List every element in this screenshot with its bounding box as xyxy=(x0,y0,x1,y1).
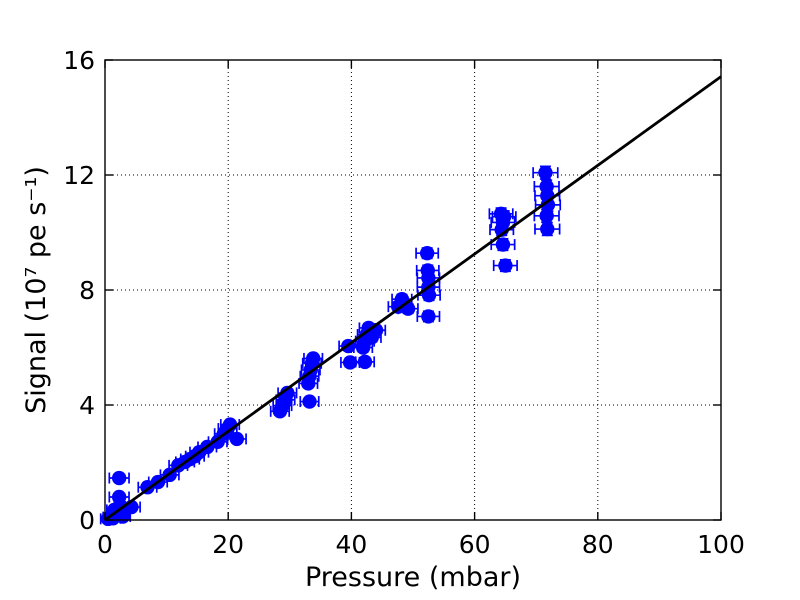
data-marker xyxy=(540,197,556,213)
data-marker xyxy=(306,351,321,366)
data-marker xyxy=(400,301,416,316)
data-point xyxy=(226,431,247,447)
data-point xyxy=(533,208,560,224)
data-point xyxy=(492,258,518,273)
fit-line xyxy=(104,75,722,522)
data-point xyxy=(299,394,320,409)
data-point xyxy=(354,354,376,370)
data-marker xyxy=(280,385,295,401)
data-point xyxy=(108,489,130,505)
data-marker xyxy=(421,309,436,324)
x-tick-label: 60 xyxy=(459,530,491,559)
y-tick-label: 8 xyxy=(79,276,95,305)
data-marker xyxy=(495,237,511,252)
data-point xyxy=(219,417,241,432)
data-point xyxy=(490,237,516,252)
grid-layer xyxy=(105,60,721,520)
y-tick-label: 4 xyxy=(79,391,95,420)
data-marker xyxy=(539,208,554,224)
data-point xyxy=(415,246,440,261)
y-tick-label: 12 xyxy=(63,161,95,190)
data-point xyxy=(532,165,559,180)
x-tick-label: 0 xyxy=(97,530,113,559)
data-point xyxy=(391,292,413,307)
fit-line-layer xyxy=(104,75,722,522)
x-tick-label: 100 xyxy=(697,530,745,559)
y-tick-label: 16 xyxy=(63,46,95,75)
data-marker xyxy=(111,489,127,505)
data-marker xyxy=(357,354,373,370)
y-axis-label: Signal (10⁷ pe s⁻¹) xyxy=(21,166,52,414)
data-marker xyxy=(538,165,553,180)
data-marker xyxy=(421,287,437,303)
data-point xyxy=(416,309,441,324)
data-point xyxy=(277,385,298,401)
data-point xyxy=(417,287,441,303)
data-marker xyxy=(342,355,358,370)
x-tick-label: 80 xyxy=(582,530,614,559)
x-tick-label: 20 xyxy=(212,530,244,559)
data-point xyxy=(108,470,130,486)
tick-label-layer: 0 20 40 60 80 100 0 4 8 12 16 xyxy=(63,46,745,559)
data-marker xyxy=(302,394,317,409)
y-tick-label: 0 xyxy=(79,506,95,535)
data-marker xyxy=(229,431,245,447)
axes-frame-layer xyxy=(104,59,722,521)
data-marker xyxy=(540,221,555,237)
data-point xyxy=(534,221,561,237)
x-axis-label: Pressure (mbar) xyxy=(305,562,521,593)
data-marker xyxy=(111,470,127,486)
data-marker xyxy=(498,258,513,273)
x-tick-label: 40 xyxy=(335,530,367,559)
data-marker xyxy=(419,246,435,261)
